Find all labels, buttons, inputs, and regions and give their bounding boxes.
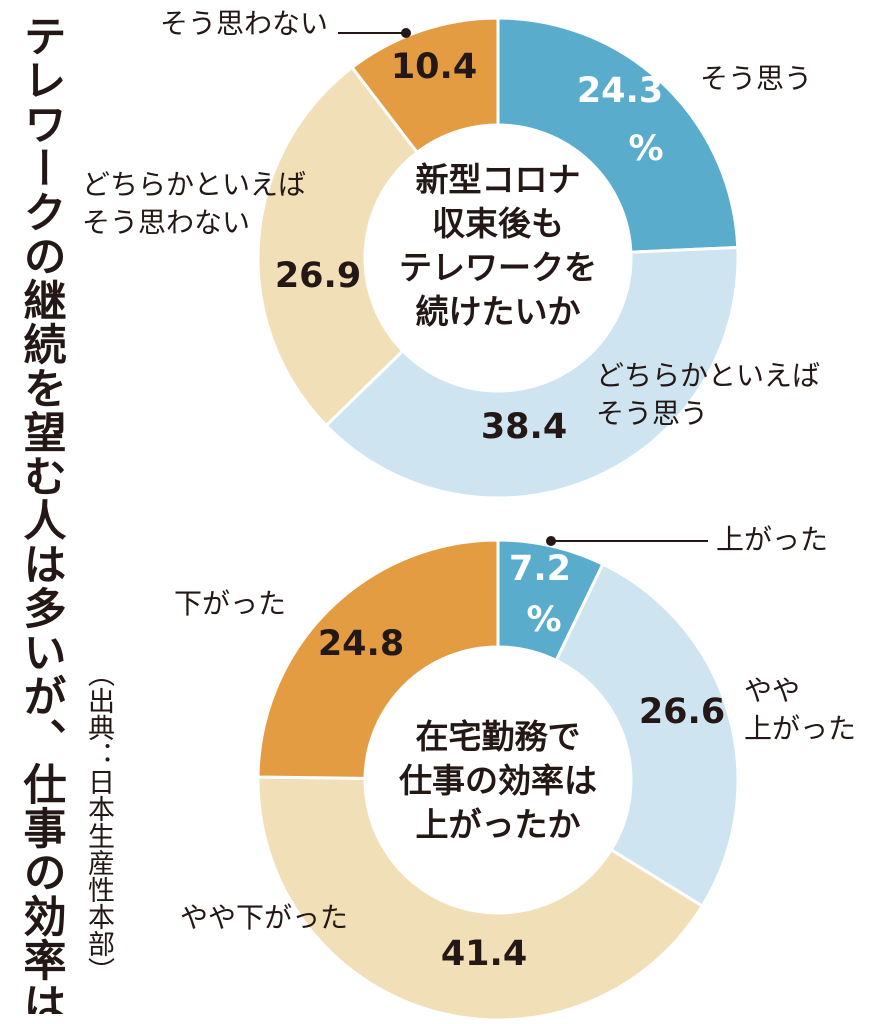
leader-dot-2: [546, 536, 556, 546]
category-label-2-2: やや上がった: [744, 674, 856, 745]
chart-title: テレワークの継続を望む人は多いが、仕事の効率は…: [16, 14, 66, 1014]
category-label-1-3: どちらかといえばそう思わない: [82, 168, 306, 239]
value-label-1-1: 24.3: [577, 71, 663, 111]
category-label-1-4: そう思わない: [160, 7, 328, 40]
value-label-2-2: 26.6: [639, 692, 725, 732]
value-label-2-3: 41.4: [441, 934, 527, 974]
category-label-2-3: やや下がった: [180, 901, 348, 934]
slice-2-3: [256, 775, 705, 1022]
value-label-1-3: 26.9: [275, 256, 361, 296]
slice-1-1: [496, 16, 740, 254]
category-label-1-2: どちらかといえばそう思う: [596, 359, 820, 430]
slice-1-3: [256, 65, 420, 428]
slice-1-2: [324, 245, 740, 500]
center-title-1: 新型コロナ収束後もテレワークを続けたいか: [399, 160, 597, 331]
leader-dot-1: [401, 28, 411, 38]
value-label-1-2: 38.4: [481, 407, 567, 447]
center-title-2: 在宅勤務で仕事の効率は上がったか: [399, 717, 597, 844]
category-label-1-1: そう思う: [700, 62, 812, 95]
value-label-1-4: 10.4: [391, 47, 477, 87]
percent-unit-2: %: [526, 600, 561, 640]
value-label-2-1: 7.2: [509, 549, 571, 589]
slice-2-2: [554, 562, 740, 909]
slice-2-4: [256, 538, 500, 780]
value-label-2-4: 24.8: [318, 624, 404, 664]
category-label-2-1: 上がった: [716, 523, 828, 556]
source-note: （出典：日本生産性本部）: [83, 660, 114, 984]
percent-unit-1: %: [628, 129, 663, 169]
category-label-2-4: 下がった: [174, 587, 286, 620]
slice-1-4: [349, 16, 500, 155]
